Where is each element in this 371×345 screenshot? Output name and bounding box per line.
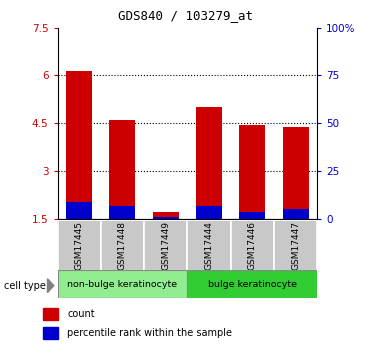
Bar [144,220,187,271]
Bar [187,270,317,298]
Text: GSM17446: GSM17446 [248,221,257,270]
Text: GDS840 / 103279_at: GDS840 / 103279_at [118,9,253,22]
Bar [283,209,309,219]
Bar [231,220,274,271]
Text: GSM17447: GSM17447 [291,221,300,270]
Text: bulge keratinocyte: bulge keratinocyte [208,280,297,289]
Bar [196,107,222,206]
Bar [196,206,222,219]
Text: GSM17449: GSM17449 [161,221,170,270]
Text: GSM17448: GSM17448 [118,221,127,270]
Bar [153,212,179,217]
Bar [66,201,92,219]
Bar [58,270,187,298]
Text: count: count [67,309,95,319]
Text: cell type: cell type [4,281,46,290]
Bar [109,206,135,219]
Text: GSM17445: GSM17445 [75,221,83,270]
Bar [101,220,144,271]
Bar [239,125,265,212]
Polygon shape [47,279,54,293]
Bar [187,220,231,271]
Bar [283,127,309,209]
Bar [109,120,135,206]
Text: non-bulge keratinocyte: non-bulge keratinocyte [68,280,177,289]
Bar [66,71,92,201]
Bar [43,327,58,339]
Text: percentile rank within the sample: percentile rank within the sample [67,328,232,338]
Bar [274,220,317,271]
Bar [239,212,265,219]
Bar [58,220,101,271]
Text: GSM17444: GSM17444 [204,221,213,270]
Bar [153,217,179,219]
Bar [43,308,58,320]
